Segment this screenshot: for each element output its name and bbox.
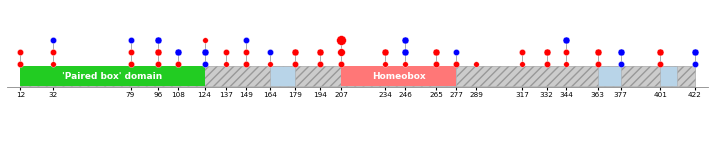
Bar xyxy=(598,66,621,86)
Text: 'Paired box' domain: 'Paired box' domain xyxy=(62,72,162,81)
Bar xyxy=(660,66,676,86)
Text: Homeobox: Homeobox xyxy=(372,72,425,81)
Bar xyxy=(20,66,204,86)
Bar xyxy=(20,66,695,86)
Bar xyxy=(270,66,295,86)
Bar xyxy=(341,66,456,86)
Bar xyxy=(436,66,456,86)
